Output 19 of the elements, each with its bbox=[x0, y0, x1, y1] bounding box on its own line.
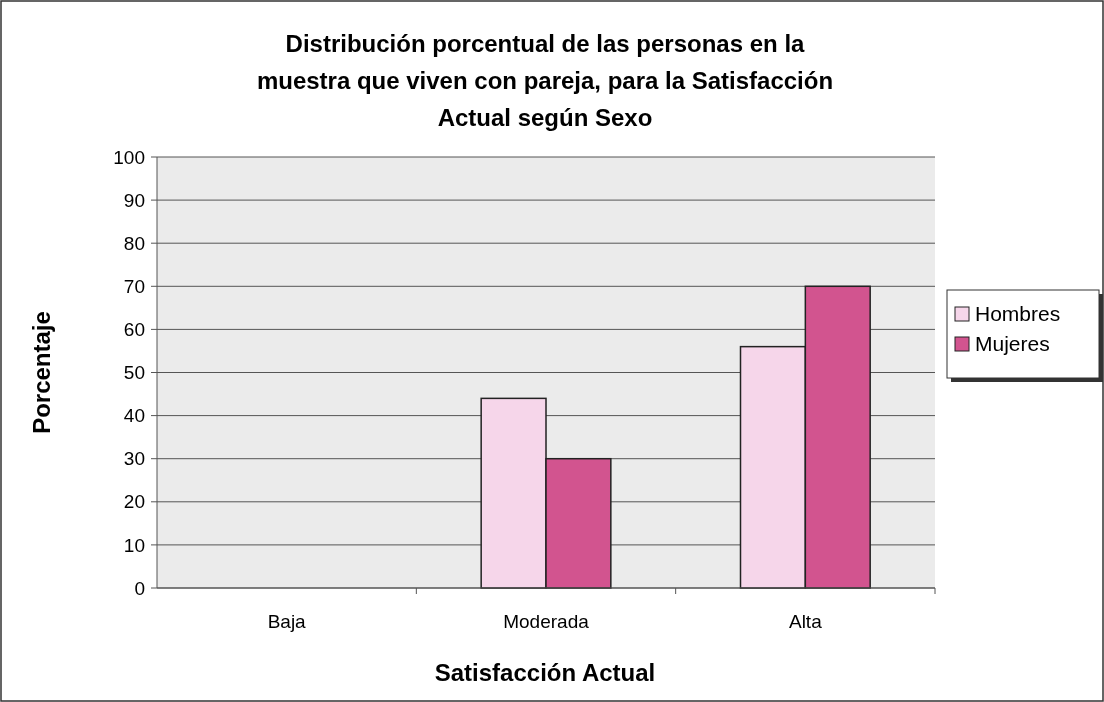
y-tick-label: 70 bbox=[123, 275, 145, 297]
x-tick-label: Moderada bbox=[503, 611, 590, 632]
y-tick-label: 20 bbox=[123, 491, 145, 513]
y-tick-label: 80 bbox=[123, 232, 145, 254]
x-axis-title: Satisfacción Actual bbox=[434, 659, 656, 686]
y-tick-label: 40 bbox=[123, 405, 145, 427]
y-tick-label: 0 bbox=[134, 577, 145, 599]
y-axis-title: Porcentaje bbox=[28, 311, 55, 434]
legend-label: Mujeres bbox=[975, 332, 1050, 356]
y-tick-label: 60 bbox=[123, 319, 145, 341]
legend-label: Hombres bbox=[975, 302, 1061, 326]
y-tick-label: 50 bbox=[123, 362, 145, 384]
chart-title: Distribución porcentual de las personas en la muestra que viven con pareja, para la Satisfacción Actual según Sexo bbox=[256, 30, 834, 131]
y-tick-label: 90 bbox=[123, 189, 145, 211]
y-tick-label: 30 bbox=[123, 448, 145, 470]
y-tick-label: 10 bbox=[123, 534, 145, 556]
x-tick-label: Baja bbox=[267, 611, 307, 632]
y-tick-label: 100 bbox=[113, 146, 145, 168]
x-tick-label: Alta bbox=[788, 611, 823, 632]
